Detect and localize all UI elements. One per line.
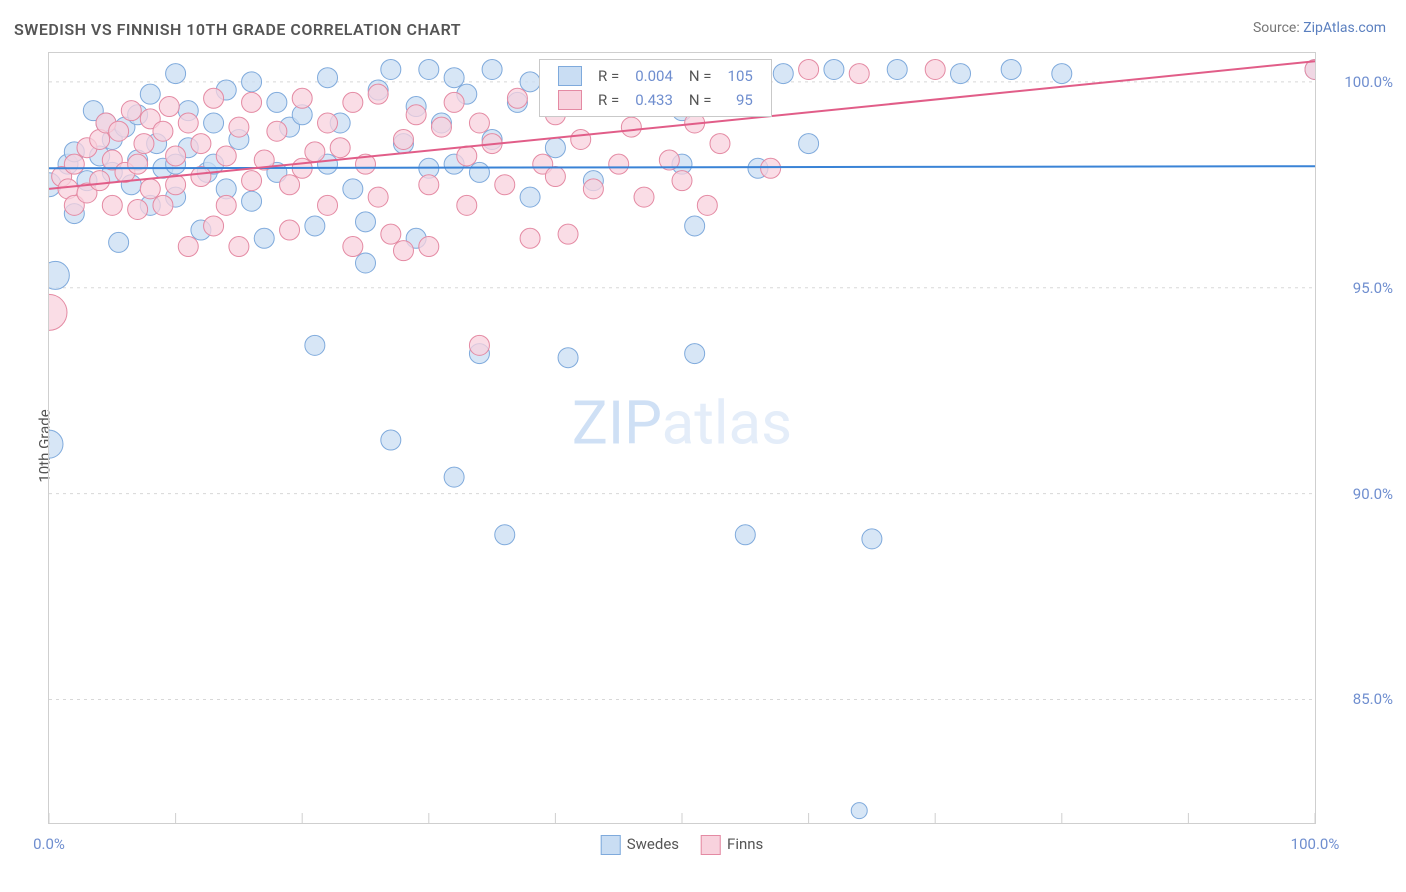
chart-title: SWEDISH VS FINNISH 10TH GRADE CORRELATIO…: [14, 20, 461, 39]
legend-swatch: [701, 835, 721, 855]
legend-label: Finns: [727, 835, 763, 853]
y-tick-label: 90.0%: [1353, 485, 1393, 503]
y-tick-label: 100.0%: [1344, 73, 1393, 91]
scatter-chart: [49, 53, 1315, 823]
legend-swatch: [601, 835, 621, 855]
legend-n-label: N =: [681, 64, 720, 88]
legend-r-label: R =: [590, 64, 627, 88]
legend-label: Swedes: [627, 835, 679, 853]
correlation-legend: R = 0.004 N = 105 R = 0.433 N = 95: [539, 59, 772, 117]
legend-swatch: [558, 66, 582, 86]
x-tick-label: 0.0%: [33, 835, 65, 853]
plot-area: ZIPatlas R = 0.004 N = 105 R = 0.433 N =…: [48, 52, 1316, 824]
source-label: Source: ZipAtlas.com: [1253, 20, 1386, 36]
legend-swatch: [558, 90, 582, 110]
legend-r-value: 0.004: [627, 64, 681, 88]
legend-n-label: N =: [681, 88, 720, 112]
y-tick-label: 95.0%: [1353, 279, 1393, 297]
series-legend: Swedes Finns: [601, 835, 764, 855]
legend-r-label: R =: [590, 88, 627, 112]
source-link[interactable]: ZipAtlas.com: [1303, 20, 1386, 36]
x-tick-label: 100.0%: [1291, 835, 1340, 853]
legend-n-value: 105: [720, 64, 761, 88]
y-tick-label: 85.0%: [1353, 690, 1393, 708]
legend-item: Swedes: [601, 835, 679, 855]
source-prefix: Source:: [1253, 20, 1303, 36]
legend-n-value: 95: [720, 88, 761, 112]
legend-r-value: 0.433: [627, 88, 681, 112]
legend-item: Finns: [701, 835, 763, 855]
